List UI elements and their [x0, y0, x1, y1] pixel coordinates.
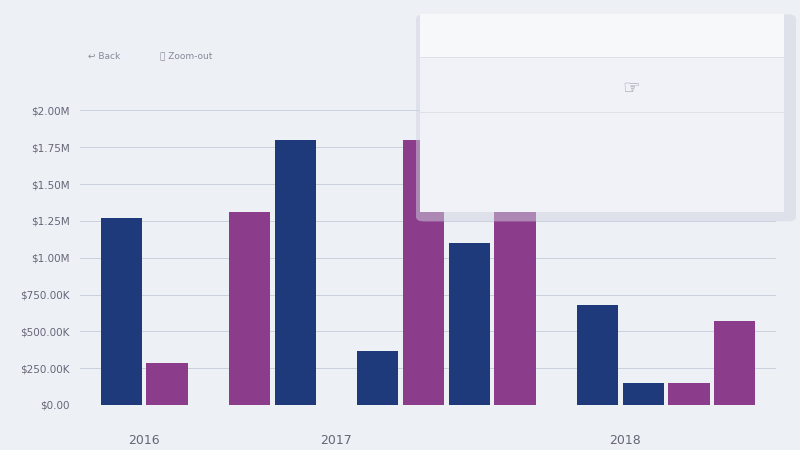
- Bar: [622, 383, 664, 405]
- Bar: [146, 363, 188, 405]
- Text: ☞: ☞: [622, 79, 640, 98]
- Text: 🔍 Zoom-out: 🔍 Zoom-out: [160, 52, 212, 61]
- Text: ↩ Back: ↩ Back: [88, 52, 120, 61]
- Text: ▐▌  year  ▾: ▐▌ year ▾: [653, 33, 703, 42]
- Bar: [420, 14, 784, 57]
- Bar: [668, 383, 710, 405]
- Bar: [403, 140, 444, 405]
- Text: 2017: 2017: [321, 434, 352, 447]
- Bar: [229, 212, 270, 405]
- Bar: [714, 321, 755, 405]
- Bar: [274, 140, 316, 405]
- Bar: [449, 243, 490, 405]
- Bar: [101, 218, 142, 405]
- Bar: [357, 351, 398, 405]
- Text: ⓘ: ⓘ: [758, 33, 764, 42]
- Text: 2016: 2016: [128, 434, 160, 447]
- Text: ⊞  All data  ▾: ⊞ All data ▾: [533, 33, 591, 42]
- Bar: [420, 58, 784, 212]
- Text: ≡  Lin: ≡ Lin: [442, 33, 469, 42]
- Bar: [494, 140, 536, 405]
- Text: 2018: 2018: [609, 434, 641, 447]
- Bar: [577, 305, 618, 405]
